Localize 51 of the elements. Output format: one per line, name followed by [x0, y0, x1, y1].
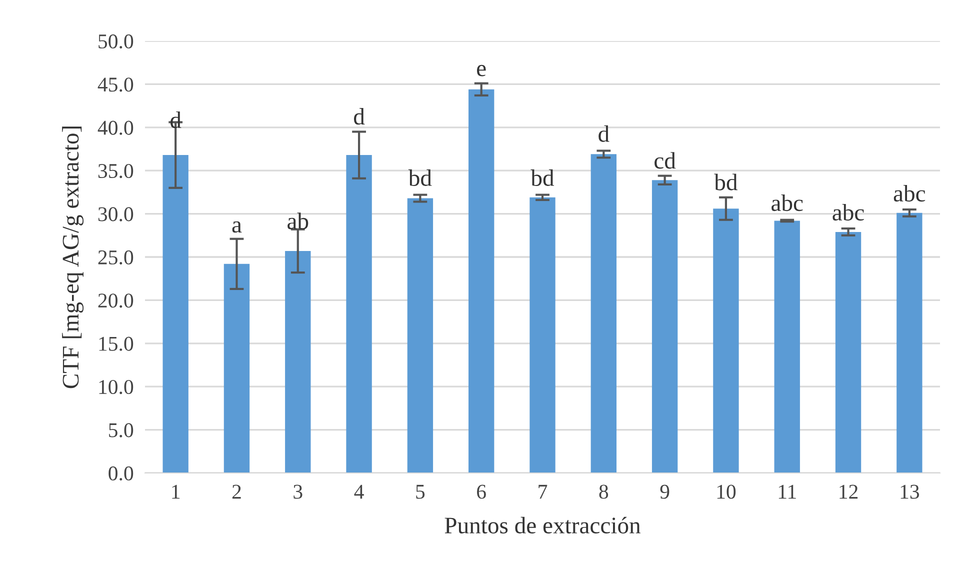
x-tick-label: 5	[416, 484, 425, 499]
bar	[224, 264, 250, 473]
y-axis-title: CTF [mg-eq AG/g extracto]	[62, 126, 84, 388]
annotation: cd	[654, 152, 676, 169]
bar	[285, 250, 311, 473]
x-tick-label: 1	[172, 484, 180, 499]
annotation: e	[477, 64, 486, 76]
x-tick-label: 3	[294, 484, 302, 499]
bar	[468, 89, 494, 473]
y-tick-label: 10.0	[99, 380, 134, 394]
bar	[652, 180, 678, 473]
y-tick-label: 15.0	[99, 336, 134, 351]
annotation: abc	[894, 184, 926, 202]
bar	[896, 212, 922, 473]
x-tick-label: 6	[477, 484, 486, 499]
y-tick-label: 5.0	[109, 423, 134, 438]
bar	[774, 220, 800, 473]
x-tick-label: 2	[232, 484, 241, 499]
bar	[162, 155, 188, 473]
annotation: a	[232, 221, 242, 233]
annotation: bd	[714, 174, 738, 190]
annotation: bd	[530, 169, 554, 186]
annotation: bd	[408, 169, 432, 186]
bar	[530, 197, 556, 473]
y-tick-label: 25.0	[98, 250, 134, 265]
x-tick-label: 12	[840, 484, 858, 499]
x-tick-label: 8	[599, 484, 608, 499]
x-tick-label: 4	[354, 484, 364, 499]
annotation: d	[354, 108, 365, 125]
x-tick-label: 9	[660, 484, 670, 499]
x-tick-label: 10	[717, 484, 736, 499]
y-tick-label: 30.0	[98, 207, 134, 222]
y-tick-label: 45.0	[98, 78, 134, 92]
bar	[835, 232, 862, 473]
y-tick-label: 0.0	[108, 466, 134, 481]
bar	[713, 208, 739, 473]
annotation: d	[598, 125, 610, 142]
annotation: ab	[288, 212, 308, 230]
bar	[346, 155, 372, 473]
y-tick-label: 20.0	[98, 294, 134, 308]
annotation: abc	[832, 204, 864, 221]
annotation: abc	[772, 194, 803, 212]
x-axis-title: Puntos de extracción	[444, 516, 640, 534]
x-tick-label: 11	[778, 484, 796, 499]
y-tick-label: 50.0	[98, 34, 134, 49]
bar	[590, 154, 616, 473]
y-tick-label: 35.0	[98, 164, 134, 178]
bar	[407, 198, 434, 473]
y-tick-label: 40.0	[98, 120, 134, 135]
x-tick-label: 7	[538, 484, 548, 499]
x-tick-label: 13	[900, 484, 920, 499]
